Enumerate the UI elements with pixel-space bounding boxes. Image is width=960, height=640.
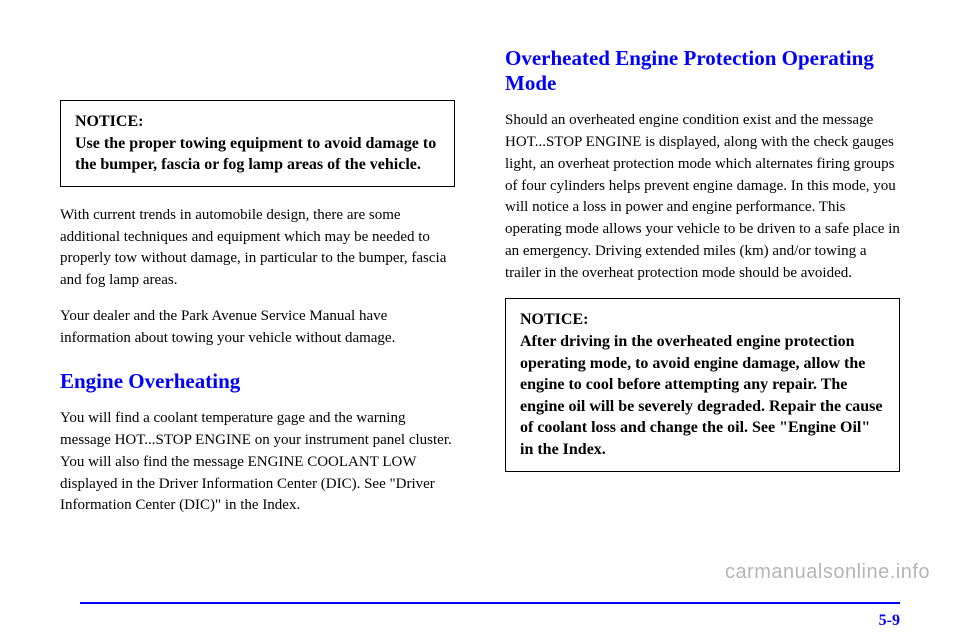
notice-body: Use the proper towing equipment to avoid… bbox=[75, 133, 440, 176]
footer-rule bbox=[80, 602, 900, 604]
heading-engine-overheating: Engine Overheating bbox=[60, 369, 455, 394]
left-para-3: You will find a coolant temperature gage… bbox=[60, 408, 455, 517]
notice-label: NOTICE: bbox=[75, 113, 143, 130]
page-content: NOTICE: Use the proper towing equipment … bbox=[0, 0, 960, 551]
left-para-2: Your dealer and the Park Avenue Service … bbox=[60, 306, 455, 350]
left-column: NOTICE: Use the proper towing equipment … bbox=[60, 40, 455, 531]
notice-body: After driving in the overheated engine p… bbox=[520, 331, 885, 461]
heading-overheat-mode: Overheated Engine Protection Operating M… bbox=[505, 46, 900, 96]
notice-label: NOTICE: bbox=[520, 311, 588, 328]
watermark-text: carmanualsonline.info bbox=[725, 561, 930, 584]
left-para-1: With current trends in automobile design… bbox=[60, 205, 455, 292]
notice-text: NOTICE: bbox=[520, 309, 885, 331]
notice-box-towing: NOTICE: Use the proper towing equipment … bbox=[60, 100, 455, 187]
spacer bbox=[60, 40, 455, 100]
notice-box-overheat: NOTICE: After driving in the overheated … bbox=[505, 298, 900, 471]
right-column: Overheated Engine Protection Operating M… bbox=[505, 40, 900, 531]
notice-text: NOTICE: bbox=[75, 111, 440, 133]
right-para-1: Should an overheated engine condition ex… bbox=[505, 110, 900, 284]
page-number: 5-9 bbox=[879, 612, 900, 630]
